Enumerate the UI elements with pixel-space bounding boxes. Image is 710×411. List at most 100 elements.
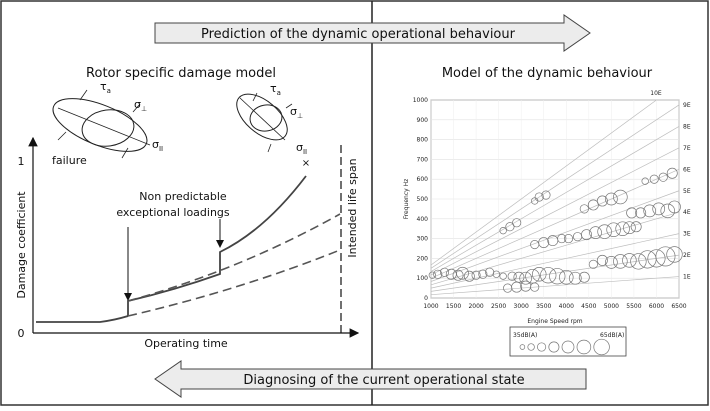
bottom-arrow: Diagnosing of the current operational st… xyxy=(154,360,587,398)
chart-xlabel: Engine Speed rpm xyxy=(527,318,582,325)
x-tick-label: 1000 xyxy=(423,303,438,310)
x-tick-label: 2500 xyxy=(491,303,506,310)
data-point xyxy=(626,207,638,219)
data-point xyxy=(668,200,681,214)
chart-top-order-label: 10E xyxy=(650,90,662,97)
y-tick-label: 800 xyxy=(417,137,429,144)
sigma-par-sub-2: II xyxy=(303,148,307,156)
data-point xyxy=(655,246,676,267)
y-tick-label: 300 xyxy=(417,236,429,243)
order-label: 2E xyxy=(683,252,691,259)
data-point xyxy=(511,281,523,293)
y-tick-zero: 0 xyxy=(18,327,25,340)
y-tick-label: 1000 xyxy=(413,97,428,104)
data-point xyxy=(613,189,628,205)
data-point xyxy=(658,172,668,182)
data-point xyxy=(666,167,678,179)
data-point xyxy=(463,270,475,282)
damage-axes xyxy=(28,136,360,338)
data-point xyxy=(641,177,649,185)
legend-circles xyxy=(519,338,610,356)
data-point xyxy=(588,259,598,269)
data-point xyxy=(597,224,612,239)
engine-order-line xyxy=(430,233,680,289)
data-point xyxy=(538,237,550,249)
x-tick-label: 5500 xyxy=(626,303,641,310)
data-point xyxy=(499,227,507,235)
x-tick-label: 1500 xyxy=(446,303,461,310)
top-arrow: Prediction of the dynamic operational be… xyxy=(154,14,591,52)
engine-order-line xyxy=(430,126,680,272)
y-tick-label: 100 xyxy=(417,275,429,282)
top-arrow-label: Prediction of the dynamic operational be… xyxy=(201,27,516,42)
x-tick-label: 3000 xyxy=(514,303,529,310)
data-point xyxy=(549,268,566,285)
tau-label-2: τ xyxy=(270,82,277,95)
y-tick-label: 900 xyxy=(417,117,429,124)
order-label: 7E xyxy=(683,145,691,152)
legend-circle xyxy=(548,341,560,353)
data-point xyxy=(452,269,464,281)
data-point xyxy=(456,266,469,280)
data-point xyxy=(471,270,481,280)
engine-order-line xyxy=(430,168,680,279)
damage-curves: × xyxy=(36,158,341,323)
data-point xyxy=(505,222,515,232)
order-label: 9E xyxy=(683,102,691,109)
annotation-line-1: Non predictable xyxy=(139,190,227,203)
tau-sub-2: a xyxy=(277,89,281,97)
data-point xyxy=(540,267,557,284)
data-point xyxy=(568,271,582,285)
chart-ylabel: Frequency Hz xyxy=(403,179,410,220)
data-point xyxy=(589,226,602,240)
y-tick-label: 200 xyxy=(417,255,429,262)
svg-text:σII: σII xyxy=(152,138,163,153)
data-point xyxy=(596,195,608,207)
data-point xyxy=(606,222,621,237)
data-point xyxy=(649,174,659,184)
engine-order-line xyxy=(430,99,657,266)
order-label: 8E xyxy=(683,123,691,130)
data-point xyxy=(541,190,551,200)
order-label: 5E xyxy=(683,188,691,195)
data-point xyxy=(660,203,675,219)
legend-circle xyxy=(561,340,575,354)
data-point xyxy=(630,253,647,270)
data-point xyxy=(596,254,608,266)
order-label: 6E xyxy=(683,166,691,173)
data-point xyxy=(630,221,642,233)
sigma-par-sub-1: II xyxy=(159,145,163,153)
legend-circle xyxy=(527,343,535,351)
order-label: 1E xyxy=(683,274,691,281)
data-point xyxy=(530,282,540,292)
bottom-arrow-label: Diagnosing of the current operational st… xyxy=(243,373,524,388)
sigma-perp-label-1: σ xyxy=(134,98,141,111)
y-tick-label: 500 xyxy=(417,196,429,203)
legend-min-label: 35dB(A) xyxy=(513,332,537,339)
y-tick-label: 0 xyxy=(424,295,428,302)
data-point xyxy=(666,246,683,263)
engine-order-line xyxy=(430,147,680,276)
left-title: Rotor specific damage model xyxy=(86,66,276,81)
sigma-perp-sub-2: ⊥ xyxy=(297,112,303,120)
data-point xyxy=(492,270,501,278)
data-point xyxy=(578,271,590,283)
data-point xyxy=(613,254,628,269)
data-point xyxy=(643,204,657,218)
data-point xyxy=(433,269,443,279)
data-point xyxy=(557,234,567,244)
data-point xyxy=(534,192,544,202)
life-span-label: Intended life span xyxy=(346,158,359,257)
x-tick-label: 6500 xyxy=(671,303,686,310)
data-point xyxy=(605,192,618,206)
tau-sub-1: a xyxy=(107,87,111,95)
data-point xyxy=(605,256,618,269)
sigma-par-label-2: σ xyxy=(296,141,303,154)
svg-text:σ⊥: σ⊥ xyxy=(290,105,303,120)
failure-point-marker: × xyxy=(302,158,310,169)
data-point xyxy=(581,229,593,241)
